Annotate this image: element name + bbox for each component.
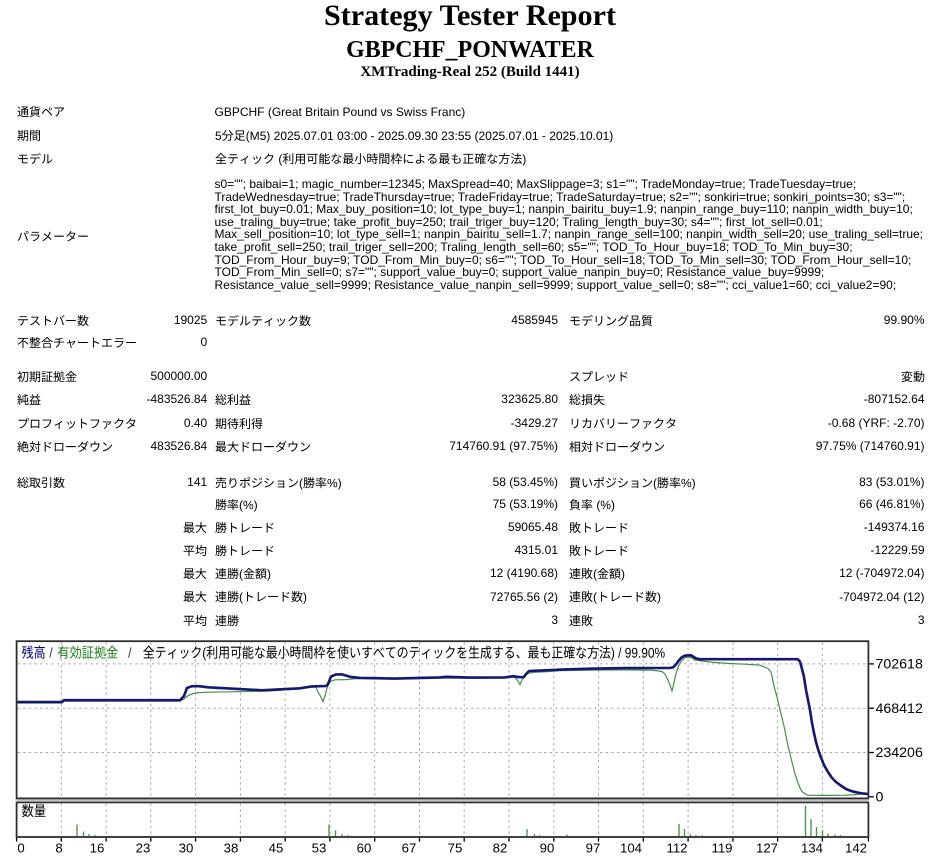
svg-text:60: 60 [357, 841, 372, 856]
svg-text:90: 90 [540, 841, 555, 856]
svg-text:53: 53 [312, 841, 327, 856]
svg-text:8: 8 [55, 841, 62, 856]
svg-text:0: 0 [17, 841, 24, 856]
svg-text:119: 119 [711, 841, 732, 856]
svg-text:75: 75 [448, 841, 463, 856]
svg-text:0: 0 [876, 790, 884, 806]
svg-text:82: 82 [493, 841, 508, 856]
svg-text:67: 67 [402, 841, 417, 856]
svg-text:127: 127 [756, 841, 778, 856]
svg-text:45: 45 [269, 841, 284, 856]
svg-text:112: 112 [666, 841, 687, 856]
svg-text:142: 142 [845, 841, 867, 856]
svg-text:702618: 702618 [876, 657, 923, 673]
svg-text:23: 23 [136, 841, 151, 856]
svg-text:38: 38 [224, 841, 239, 856]
svg-text:104: 104 [620, 841, 642, 856]
svg-text:234206: 234206 [876, 745, 923, 761]
svg-text:30: 30 [179, 841, 194, 856]
svg-text:16: 16 [90, 841, 105, 856]
svg-text:97: 97 [586, 841, 601, 856]
svg-text:134: 134 [801, 841, 823, 856]
svg-text:468412: 468412 [876, 701, 923, 717]
